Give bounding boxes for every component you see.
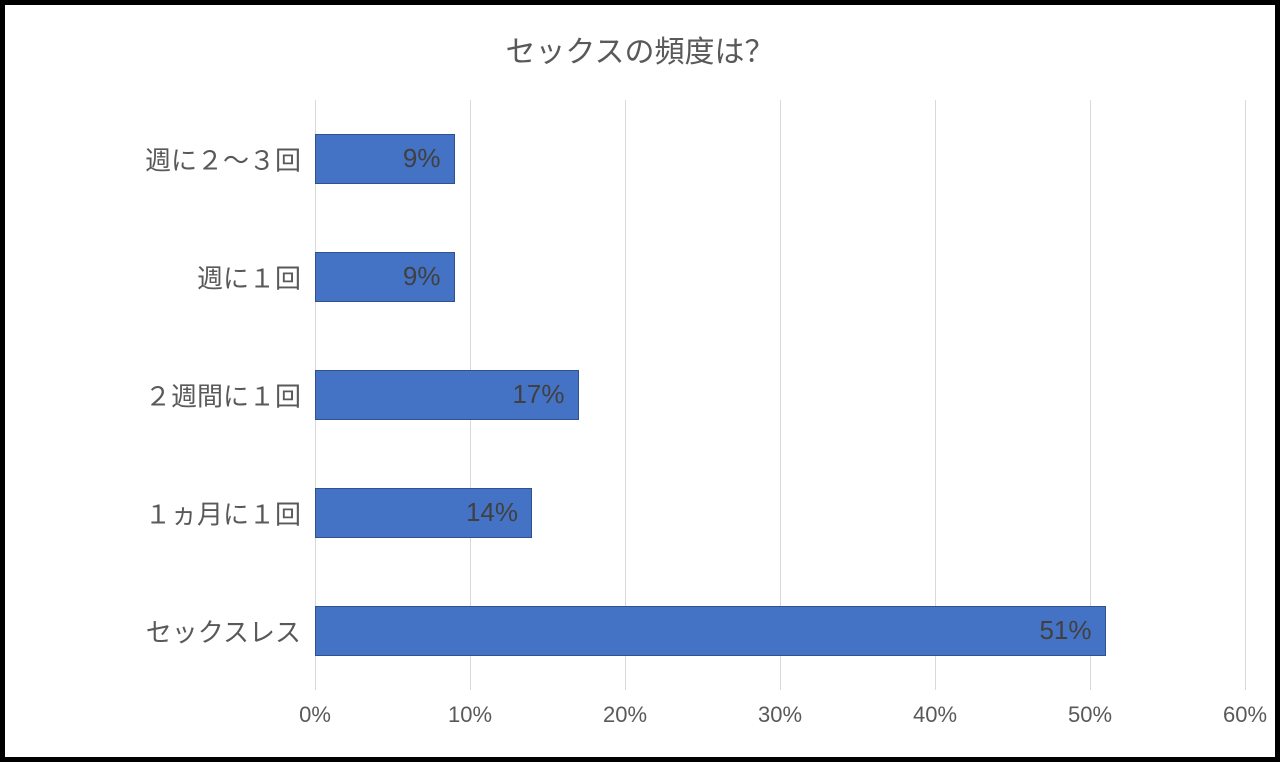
bar-value-label: 51%	[1039, 616, 1091, 666]
category-label: セックスレス	[146, 613, 301, 650]
category-label: ２週間に１回	[145, 377, 301, 414]
plot-area: 0%10%20%30%40%50%60%9%週に２～３回9%週に１回17%２週間…	[315, 100, 1245, 690]
x-tick-label: 0%	[299, 702, 331, 728]
x-tick-label: 20%	[603, 702, 647, 728]
x-tick-label: 30%	[758, 702, 802, 728]
x-tick-label: 40%	[913, 702, 957, 728]
x-tick-label: 10%	[448, 702, 492, 728]
x-tick-label: 50%	[1068, 702, 1112, 728]
bar-value-label: 9%	[403, 144, 441, 194]
bar	[315, 606, 1106, 656]
x-tick-line	[1245, 100, 1246, 690]
x-tick-label: 60%	[1223, 702, 1267, 728]
chart-frame: セックスの頻度は？ 0%10%20%30%40%50%60%9%週に２～３回9%…	[0, 0, 1280, 762]
bar-value-label: 17%	[512, 380, 564, 430]
x-tick-line	[1090, 100, 1091, 690]
category-label: 週に１回	[197, 259, 301, 296]
category-label: 週に２～３回	[145, 141, 301, 178]
x-tick-line	[625, 100, 626, 690]
bar-value-label: 14%	[466, 498, 518, 548]
x-tick-line	[935, 100, 936, 690]
x-tick-line	[780, 100, 781, 690]
chart-title: セックスの頻度は？	[5, 27, 1275, 71]
category-label: １ヵ月に１回	[145, 495, 301, 532]
bar-value-label: 9%	[403, 262, 441, 312]
